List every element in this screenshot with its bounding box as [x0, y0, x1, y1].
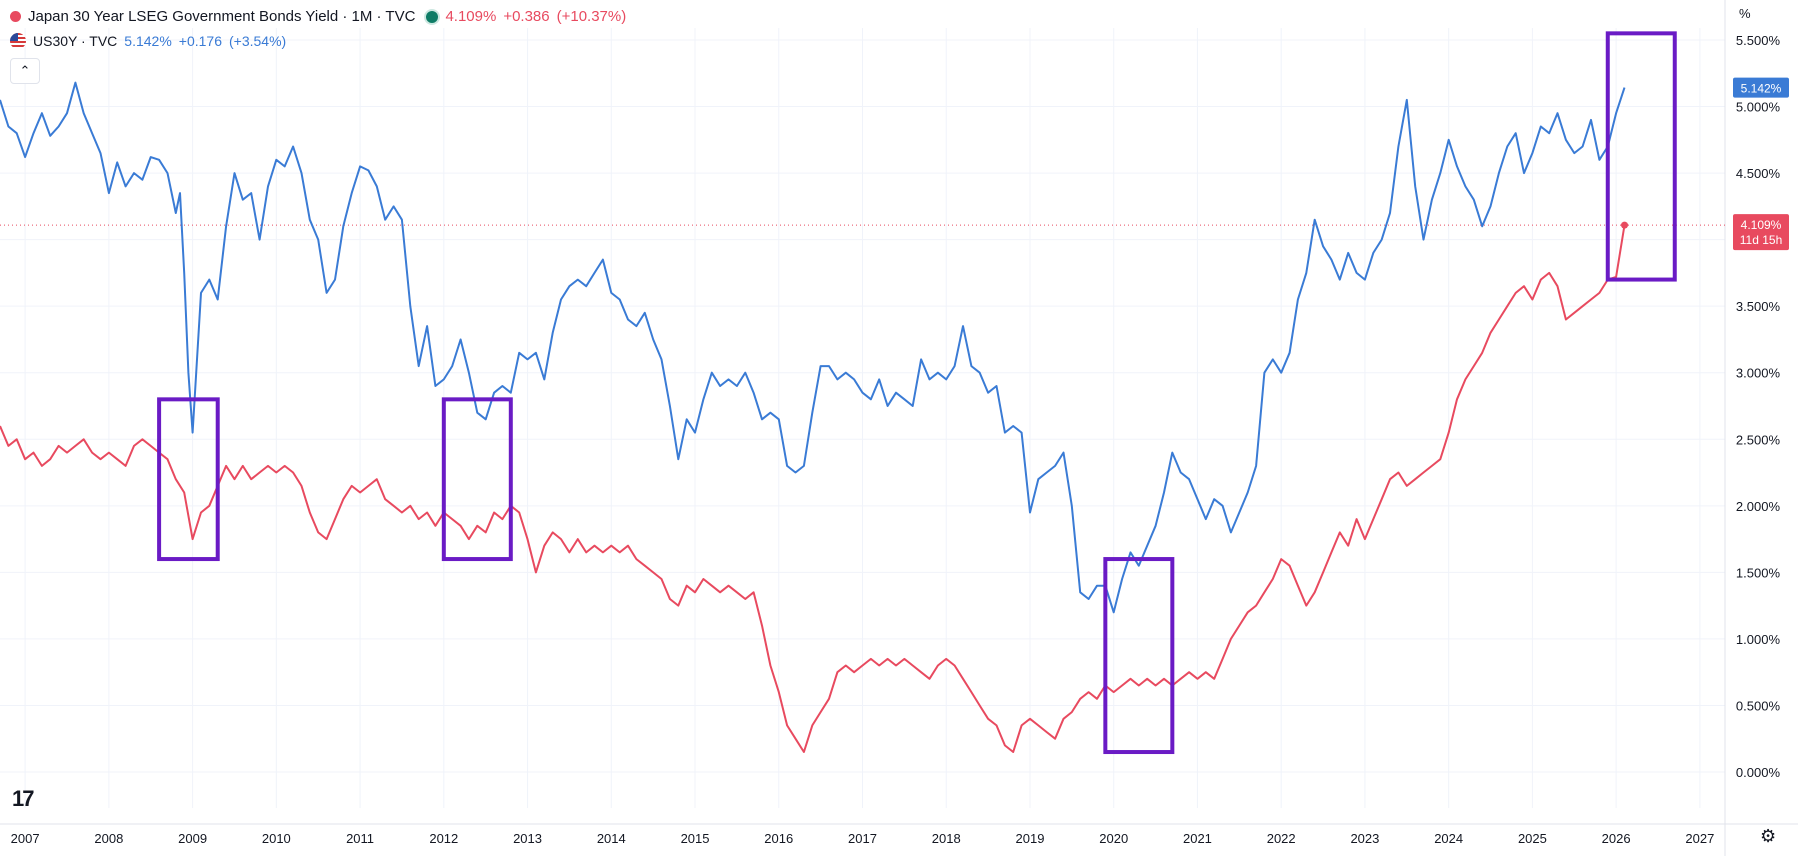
x-tick-label: 2016 — [764, 831, 793, 846]
x-tick-label: 2024 — [1434, 831, 1463, 846]
x-tick-label: 2027 — [1685, 831, 1714, 846]
legend-value: 4.109% — [445, 8, 497, 25]
x-tick-label: 2019 — [1016, 831, 1045, 846]
x-tick-label: 2023 — [1350, 831, 1379, 846]
x-tick-label: 2012 — [429, 831, 458, 846]
legend-change-pct: (+3.54%) — [229, 33, 287, 49]
last-point-marker — [1621, 221, 1629, 229]
legend-change: +0.386 — [503, 8, 550, 25]
y-tick-label: 3.500% — [1736, 299, 1781, 314]
legend-title: Japan 30 Year LSEG Government Bonds Yiel… — [28, 8, 416, 25]
series-layer — [0, 81, 1629, 753]
legend-change: +0.176 — [178, 33, 222, 49]
tradingview-logo: 17 — [12, 786, 35, 811]
x-tick-label: 2015 — [681, 831, 710, 846]
series-dot-icon — [10, 11, 21, 22]
chevron-up-icon: ⌃ — [19, 63, 31, 78]
highlight-box — [1605, 31, 1677, 282]
x-tick-label: 2013 — [513, 831, 542, 846]
y-tick-label: 2.000% — [1736, 499, 1781, 514]
x-tick-label: 2014 — [597, 831, 626, 846]
x-tick-label: 2011 — [346, 831, 374, 846]
y-tick-label: 1.500% — [1736, 565, 1781, 580]
settings-gear-icon[interactable]: ⚙ — [1760, 826, 1777, 846]
x-tick-label: 2008 — [94, 831, 123, 846]
collapse-legend-button[interactable]: ⌃ — [10, 58, 40, 84]
axis-unit: % — [1739, 6, 1751, 21]
us-price-label: 5.142% — [1741, 82, 1782, 96]
y-tick-label: 2.500% — [1736, 432, 1781, 447]
y-tick-label: 4.500% — [1736, 166, 1781, 181]
x-tick-label: 2007 — [11, 831, 40, 846]
highlight-box — [441, 397, 513, 562]
x-tick-label: 2021 — [1183, 831, 1212, 846]
y-tick-label: 0.500% — [1736, 698, 1781, 713]
y-tick-label: 5.500% — [1736, 33, 1781, 48]
y-tick-label: 1.000% — [1736, 632, 1781, 647]
countdown-label: 11d 15h — [1740, 233, 1783, 247]
live-status-icon — [426, 10, 439, 23]
legend-value: 5.142% — [124, 33, 172, 49]
series-line-jp — [0, 224, 1626, 753]
legend-series-us[interactable]: US30Y · TVC 5.142% +0.176 (+3.54%) — [10, 33, 286, 49]
x-tick-label: 2026 — [1602, 831, 1631, 846]
x-tick-label: 2022 — [1267, 831, 1296, 846]
y-tick-label: 3.000% — [1736, 366, 1781, 381]
x-tick-label: 2025 — [1518, 831, 1547, 846]
y-tick-label: 5.000% — [1736, 100, 1781, 115]
price-labels: 5.142% 4.109%11d 15h — [1733, 77, 1789, 251]
us-price-tag — [1733, 77, 1789, 98]
x-tick-label: 2009 — [178, 831, 207, 846]
legend-series-jp[interactable]: Japan 30 Year LSEG Government Bonds Yiel… — [10, 8, 626, 25]
y-tick-label: 0.000% — [1736, 765, 1781, 780]
highlight-box — [157, 397, 220, 562]
x-tick-label: 2020 — [1099, 831, 1128, 846]
x-tick-label: 2010 — [262, 831, 291, 846]
x-tick-label: 2018 — [932, 831, 961, 846]
jp-price-label: 4.109% — [1741, 218, 1782, 232]
highlight-boxes — [157, 31, 1677, 755]
series-line-us — [0, 81, 1626, 614]
us-flag-icon — [10, 33, 26, 49]
jp-price-tag — [1733, 214, 1789, 251]
axis-labels: 0.000% 0.500% 1.000% 1.500% 2.000% 2.500% 3.00… — [11, 33, 1781, 846]
x-tick-label: 2017 — [848, 831, 877, 846]
highlight-box — [1103, 557, 1175, 755]
legend-change-pct: (+10.37%) — [556, 8, 627, 25]
legend-title: US30Y · TVC — [33, 33, 118, 49]
